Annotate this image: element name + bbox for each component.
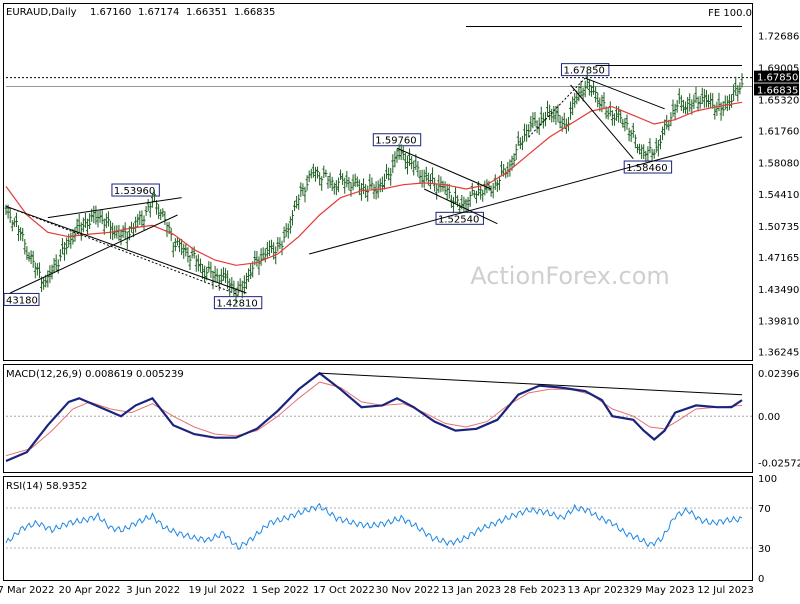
date-tick-label: 19 Jul 2022 [188, 585, 245, 596]
price-tick-label: 1.50735 [758, 222, 799, 233]
swing-label: 1.52540 [435, 211, 484, 225]
rsi-tick-label: 100 [758, 474, 777, 485]
price-tick-label: 1.69005 [758, 64, 799, 75]
swing-label: 1.42810 [213, 296, 263, 310]
date-tick-label: 28 Feb 2023 [504, 585, 566, 596]
price-tick-label: 1.47165 [758, 253, 799, 264]
swing-label-text: 1.58460 [626, 163, 667, 174]
swing-label-text: 43180 [6, 295, 38, 306]
ohlc-close: 1.66835 [234, 7, 275, 18]
swing-label-box [560, 63, 610, 77]
date-tick-label: 7 Mar 2022 [0, 585, 55, 596]
price-tick-label: 1.61760 [758, 126, 799, 137]
symbol-label: EURAUD,Daily [6, 7, 77, 18]
swing-label: 1.53960 [111, 183, 160, 197]
macd-tick-label: 0.023963 [758, 369, 800, 380]
date-tick-label: 17 Oct 2022 [313, 585, 375, 596]
rsi-line [5, 502, 743, 550]
swing-label-box [623, 160, 673, 174]
swing-label: 43180 [3, 292, 40, 306]
rsi-tick-label: 30 [758, 544, 771, 555]
swing-label: 1.67850 [560, 63, 610, 77]
trendline [47, 197, 182, 219]
swing-dotted-line [528, 77, 586, 138]
date-tick-label: 3 Jun 2022 [126, 585, 180, 596]
macd-label: MACD(12,26,9) 0.008619 0.005239 [6, 369, 184, 380]
macd-tick-label: 0.00 [758, 412, 780, 423]
price-tick-label: 1.54410 [758, 190, 799, 201]
price-axis: 1.72686 1.69005 1.65320 1.61760 1.58080 … [758, 32, 799, 359]
trendline [423, 188, 498, 225]
price-tag-high-box [754, 70, 799, 83]
date-tick-label: 13 Jan 2023 [441, 585, 501, 596]
price-tick-label: 1.39810 [758, 317, 799, 328]
price-tick-label: 1.58080 [758, 158, 799, 169]
ohlc-high: 1.67174 [138, 7, 179, 18]
swing-label-box [213, 296, 263, 310]
price-tick-label: 1.36245 [758, 348, 799, 359]
swing-label-box [372, 133, 422, 147]
price-panel [3, 3, 753, 361]
macd-tick-label: -0.025726 [758, 458, 800, 469]
watermark-text: ActionForex.com [470, 262, 670, 290]
price-tag-current-box [754, 83, 799, 96]
macd-axis: 0.023963 0.00 -0.025726 [758, 369, 800, 469]
macd-trendline [319, 372, 743, 396]
rsi-tick-label: 0 [758, 574, 764, 585]
rsi-axis: 100 70 30 0 [758, 474, 777, 585]
ohlc-low: 1.66351 [186, 7, 227, 18]
macd-line [5, 371, 743, 463]
date-axis: 7 Mar 2022 20 Apr 2022 3 Jun 2022 19 Jul… [0, 585, 754, 596]
ohlc-open: 1.67160 [90, 7, 131, 18]
trendline [5, 205, 247, 294]
chart-marks [4, 26, 752, 550]
price-tag-high: 1.67850 [757, 73, 798, 84]
moving-average-line [5, 101, 743, 266]
date-tick-label: 13 Apr 2023 [567, 585, 629, 596]
date-tick-label: 30 Nov 2022 [376, 585, 440, 596]
trendline [9, 214, 178, 294]
swing-label-box [111, 183, 160, 197]
swing-label: 1.58460 [623, 160, 673, 174]
date-tick-label: 29 May 2023 [629, 585, 694, 596]
price-tick-label: 1.65320 [758, 96, 799, 107]
price-tick-label: 1.43490 [758, 285, 799, 296]
price-tick-label: 1.72686 [758, 32, 799, 43]
swing-labels: 43180 1.53960 1.42810 1.59760 1.52540 1.… [3, 63, 673, 310]
fib-label: FE 100.0 [708, 8, 752, 19]
trendline [570, 84, 634, 159]
swing-label-text: 1.52540 [438, 214, 479, 225]
swing-label-text: 1.53960 [114, 186, 155, 197]
date-tick-label: 12 Jul 2023 [697, 585, 754, 596]
swing-label-text: 1.67850 [563, 66, 604, 77]
trendline [396, 147, 492, 190]
price-tag-current: 1.66835 [757, 85, 798, 96]
macd-panel [3, 364, 753, 473]
swing-label: 1.59760 [372, 133, 422, 147]
swing-label-text: 1.59760 [375, 136, 416, 147]
swing-dotted-line [5, 205, 239, 296]
rsi-tick-label: 70 [758, 504, 771, 515]
rsi-panel [3, 476, 753, 581]
current-price-tags: 1.67850 1.66835 [754, 70, 799, 96]
swing-label-box [3, 292, 40, 306]
rsi-label: RSI(14) 58.9352 [6, 481, 87, 492]
swing-label-text: 1.42810 [216, 299, 257, 310]
date-tick-label: 20 Apr 2022 [59, 585, 121, 596]
trendline [309, 136, 743, 255]
date-tick-label: 1 Sep 2022 [252, 585, 309, 596]
trendline [585, 77, 665, 110]
